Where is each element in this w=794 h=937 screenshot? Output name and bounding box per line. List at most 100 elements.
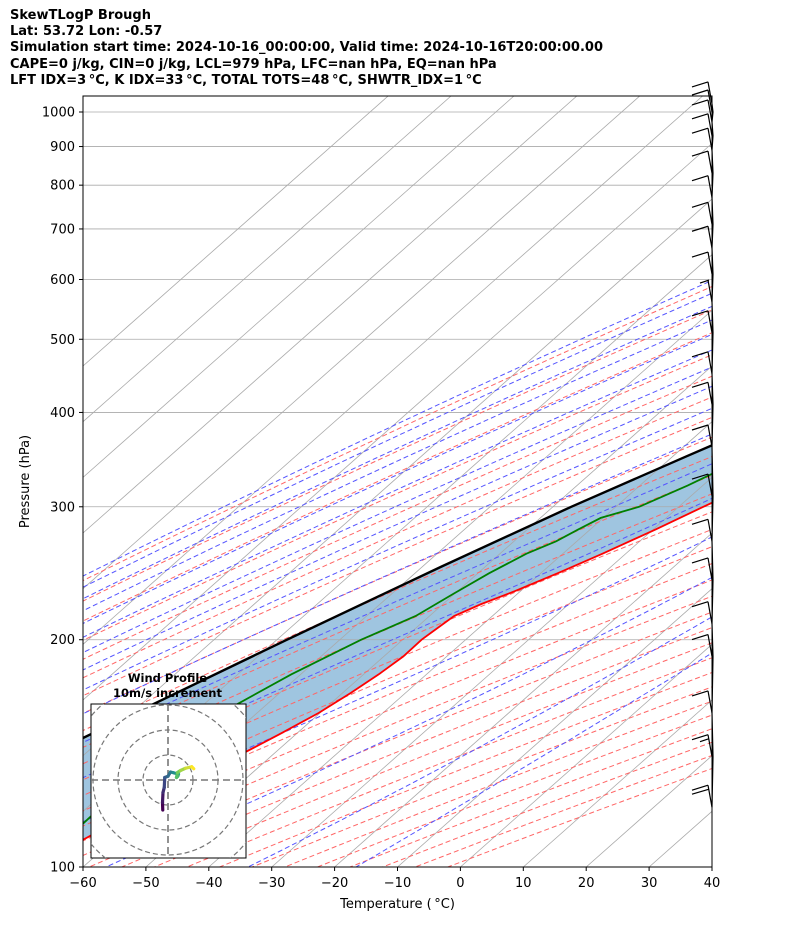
y-tick-label: 200 bbox=[50, 633, 75, 648]
wind-barb-flag bbox=[691, 99, 709, 106]
wind-barb bbox=[691, 99, 713, 123]
isotherm-line bbox=[711, 866, 712, 867]
wind-barb-half bbox=[699, 738, 710, 743]
y-tick-label: 600 bbox=[50, 273, 75, 288]
temperature-profile-line bbox=[83, 501, 712, 841]
y-tick-label: 100 bbox=[50, 861, 75, 876]
wind-barb bbox=[691, 633, 713, 657]
moist-adiabat-line bbox=[83, 319, 712, 612]
isotherm-line bbox=[83, 96, 389, 367]
wind-profile-line bbox=[711, 103, 714, 808]
isotherm-line bbox=[775, 96, 794, 867]
dry-adiabat-line bbox=[83, 528, 712, 797]
wind-barb-half bbox=[699, 279, 710, 284]
x-tick-label: −10 bbox=[384, 876, 411, 891]
wind-barb-staff bbox=[707, 202, 713, 225]
moist-adiabat-line bbox=[83, 536, 712, 823]
wind-barb-flag bbox=[691, 113, 709, 120]
hodograph-segment bbox=[160, 790, 165, 805]
wind-barb-flag bbox=[691, 633, 709, 641]
wind-barb bbox=[691, 251, 713, 275]
wind-barb-staff bbox=[707, 473, 713, 497]
x-axis-label: Temperature ( °C) bbox=[339, 897, 455, 912]
wind-barb bbox=[691, 690, 713, 713]
wind-barb-staff bbox=[707, 382, 713, 405]
wind-barb-staff bbox=[707, 150, 713, 174]
wind-barb-staff bbox=[707, 89, 713, 113]
hodograph-area bbox=[91, 704, 246, 858]
wind-barb-flag bbox=[691, 310, 709, 317]
wind-barb-staff bbox=[707, 690, 713, 713]
isotherm-line bbox=[397, 588, 712, 867]
wind-barb bbox=[691, 351, 713, 374]
y-tick-label: 400 bbox=[50, 406, 75, 421]
moist-adiabat-line bbox=[83, 366, 712, 654]
x-tick-label: −30 bbox=[258, 876, 285, 891]
stability-indices-label: LFT IDX=3 °C, K IDX=33 °C, TOTAL TOTS=48… bbox=[10, 72, 482, 88]
wind-barb-staff bbox=[707, 175, 713, 198]
x-tick-label: −40 bbox=[195, 876, 222, 891]
x-tick-label: 0 bbox=[456, 876, 464, 891]
dry-adiabat-line bbox=[83, 285, 712, 582]
x-tick-label: 10 bbox=[515, 876, 532, 891]
wind-barb-flag bbox=[691, 175, 709, 182]
chart-title: SkewTLogP Brough bbox=[10, 8, 151, 23]
hodograph-segment bbox=[162, 775, 167, 790]
parcel-indices-label: CAPE=0 j/kg, CIN=0 j/kg, LCL=979 hPa, LF… bbox=[10, 56, 497, 72]
wind-barb bbox=[691, 424, 713, 448]
isotherm-line bbox=[83, 96, 578, 534]
x-tick-label: 20 bbox=[578, 876, 595, 891]
wind-barb-staff bbox=[707, 351, 713, 374]
wind-barb-staff bbox=[707, 81, 713, 105]
wind-barb-staff bbox=[707, 99, 713, 123]
wind-barb bbox=[691, 81, 713, 105]
x-tick-label: −60 bbox=[69, 876, 96, 891]
moist-adiabat-line bbox=[355, 652, 712, 867]
wind-barb-flag bbox=[691, 89, 709, 96]
isotherm-line bbox=[334, 532, 712, 867]
dry-adiabat-line bbox=[83, 455, 712, 732]
dry-adiabat-line bbox=[83, 354, 712, 641]
y-tick-label: 800 bbox=[50, 179, 75, 194]
wind-barb bbox=[691, 225, 713, 249]
dry-adiabat-line bbox=[382, 741, 712, 867]
wind-barb-staff bbox=[707, 226, 713, 249]
wind-barb-flag bbox=[691, 225, 709, 232]
wind-barb-staff bbox=[707, 634, 713, 657]
wind-barb bbox=[691, 113, 713, 136]
dry-adiabat-line bbox=[447, 767, 712, 867]
dry-adiabat-line bbox=[83, 436, 712, 714]
dry-adiabat-line bbox=[317, 714, 712, 867]
wind-barb-flag bbox=[691, 424, 709, 431]
hodograph-segment bbox=[190, 765, 196, 771]
location-label: Lat: 53.72 Lon: -0.57 bbox=[10, 24, 163, 40]
wind-barb bbox=[691, 127, 713, 151]
wind-barb-staff bbox=[707, 280, 713, 303]
wind-barb-staff bbox=[707, 557, 713, 581]
wind-barb-flag bbox=[691, 81, 709, 88]
wind-barb-flag bbox=[691, 690, 709, 697]
wind-barb-staff bbox=[707, 424, 713, 448]
isotherm-line bbox=[83, 96, 515, 478]
wind-barb bbox=[691, 473, 713, 497]
dry-adiabat-line bbox=[83, 493, 712, 765]
wind-barb bbox=[691, 175, 713, 198]
dry-adiabat-line bbox=[83, 396, 712, 679]
moist-adiabat-line bbox=[83, 433, 712, 715]
x-tick-label: 40 bbox=[704, 876, 721, 891]
wind-barb-staff bbox=[707, 601, 713, 624]
wind-barb bbox=[691, 784, 713, 808]
wind-barb-flag bbox=[691, 784, 709, 791]
isotherm-line bbox=[208, 421, 712, 867]
parcel-profile-line bbox=[83, 444, 712, 740]
wind-barb-staff bbox=[707, 734, 713, 757]
hodograph-title: Wind Profile bbox=[128, 671, 208, 685]
y-tick-label: 700 bbox=[50, 222, 75, 237]
isotherm-line bbox=[83, 96, 703, 645]
wind-barb-flag bbox=[691, 734, 709, 741]
y-axis-label: Pressure (hPa) bbox=[18, 435, 33, 528]
wind-barb-staff bbox=[707, 519, 713, 542]
wind-barb-staff bbox=[707, 785, 713, 808]
y-tick-label: 900 bbox=[50, 140, 75, 155]
